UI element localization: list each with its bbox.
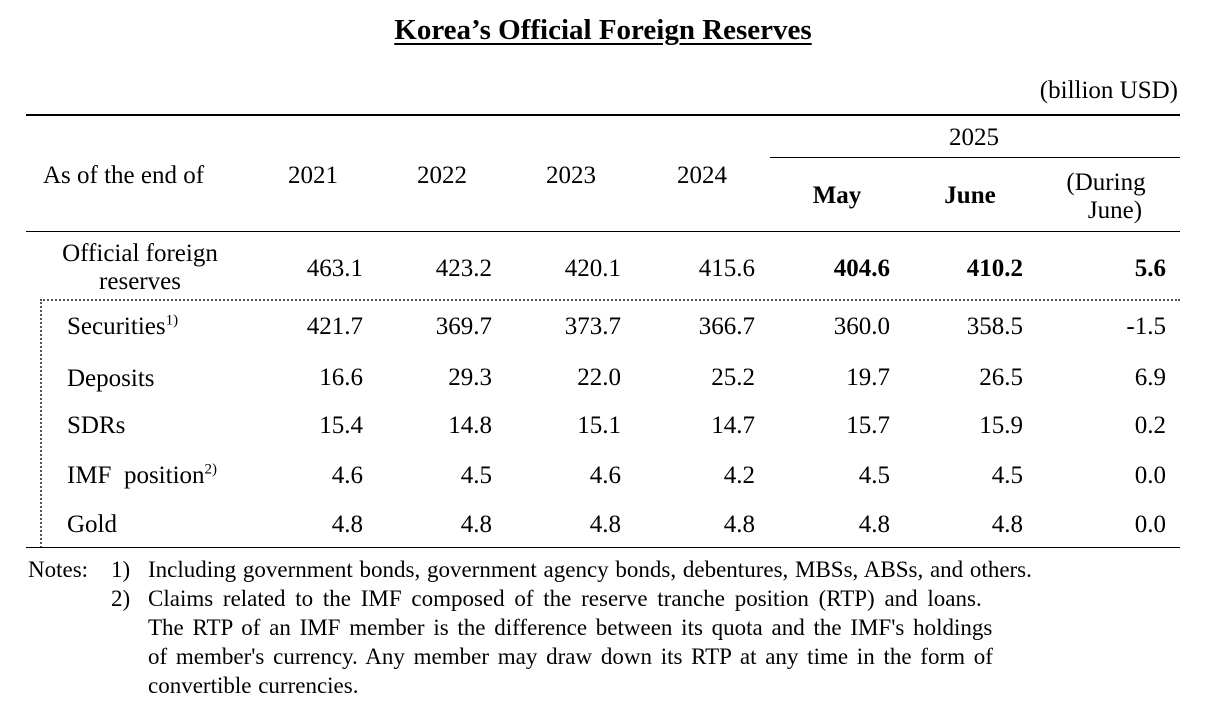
table-cell: 15.9 — [979, 412, 1023, 439]
table-cell: 4.8 — [331, 511, 363, 538]
header-year-2024: 2024 — [677, 162, 727, 189]
table-cell: 4.6 — [589, 462, 621, 489]
note-2-line2: The RTP of an IMF member is the differen… — [148, 615, 993, 640]
total-value-change: 5.6 — [1134, 255, 1166, 282]
note-2-marker: 2) — [111, 586, 131, 611]
table-cell: 15.7 — [846, 412, 890, 439]
note-1-marker: 1) — [111, 557, 131, 582]
header-row-label: As of the end of — [43, 162, 205, 189]
table-cell: 0.2 — [1134, 412, 1166, 439]
row-label-imf-position: IMF position2) — [67, 461, 218, 489]
row-label-deposits: Deposits — [67, 365, 155, 392]
table-cell: 6.9 — [1134, 364, 1166, 391]
header-change-line2: June) — [1087, 197, 1143, 224]
table-cell: 4.8 — [460, 511, 492, 538]
table-cell: 4.2 — [723, 462, 755, 489]
table-cell: -1.5 — [1126, 313, 1166, 340]
table-cell: 373.7 — [564, 313, 621, 340]
note-2-line4: convertible currencies. — [148, 673, 359, 698]
table-bottom-rule — [26, 547, 1180, 548]
breakdown-left-rule — [40, 299, 42, 548]
table-cell: 0.0 — [1134, 462, 1166, 489]
header-month-may: May — [812, 182, 862, 209]
total-value-2024: 415.6 — [698, 255, 755, 282]
header-year-2021: 2021 — [288, 162, 338, 189]
total-separator-rule — [40, 299, 1180, 301]
table-cell: 4.5 — [460, 462, 492, 489]
table-cell: 25.2 — [711, 364, 755, 391]
table-cell: 14.7 — [711, 412, 755, 439]
table-cell: 360.0 — [833, 313, 890, 340]
total-value-may: 404.6 — [833, 255, 890, 282]
table-cell: 26.5 — [979, 364, 1023, 391]
total-value-2021: 463.1 — [306, 255, 363, 282]
table-cell: 14.8 — [448, 412, 492, 439]
group-rule-2025 — [770, 157, 1180, 158]
note-1-text: Including government bonds, government a… — [148, 557, 1032, 582]
table-cell: 19.7 — [846, 364, 890, 391]
note-2-line3: of member's currency. Any member may dra… — [148, 644, 993, 669]
total-label-line2: reserves — [99, 268, 181, 295]
table-cell: 4.8 — [589, 511, 621, 538]
row-label-securities: Securities1) — [67, 312, 179, 340]
table-cell: 16.6 — [319, 364, 363, 391]
row-label-gold: Gold — [67, 511, 117, 538]
table-cell: 0.0 — [1134, 511, 1166, 538]
page-title: Korea’s Official Foreign Reserves — [394, 14, 812, 46]
note-2-line1: Claims related to the IMF composed of th… — [148, 586, 982, 611]
header-year-2023: 2023 — [546, 162, 596, 189]
total-value-2023: 420.1 — [564, 255, 621, 282]
table-cell: 4.8 — [991, 511, 1023, 538]
total-value-2022: 423.2 — [435, 255, 492, 282]
header-change-line1: (During — [1066, 169, 1146, 196]
table-cell: 369.7 — [435, 313, 492, 340]
header-month-june: June — [944, 182, 996, 209]
table-cell: 4.5 — [858, 462, 890, 489]
table-cell: 4.6 — [331, 462, 363, 489]
header-bottom-rule — [26, 231, 1180, 232]
table-cell: 4.8 — [723, 511, 755, 538]
header-group-2025: 2025 — [949, 124, 999, 151]
table-cell: 4.5 — [991, 462, 1023, 489]
table-cell: 15.1 — [577, 412, 621, 439]
table-cell: 29.3 — [448, 364, 492, 391]
table-cell: 22.0 — [577, 364, 621, 391]
total-label-line1: Official foreign — [62, 240, 218, 267]
table-cell: 4.8 — [858, 511, 890, 538]
table-top-rule — [26, 114, 1180, 116]
total-value-june: 410.2 — [966, 255, 1023, 282]
table-cell: 421.7 — [306, 313, 363, 340]
notes-prefix: Notes: — [28, 557, 89, 582]
row-label-sdrs: SDRs — [67, 412, 126, 439]
table-cell: 358.5 — [966, 313, 1023, 340]
table-cell: 366.7 — [698, 313, 755, 340]
header-year-2022: 2022 — [417, 162, 467, 189]
unit-label: (billion USD) — [1039, 77, 1178, 104]
table-cell: 15.4 — [319, 412, 363, 439]
